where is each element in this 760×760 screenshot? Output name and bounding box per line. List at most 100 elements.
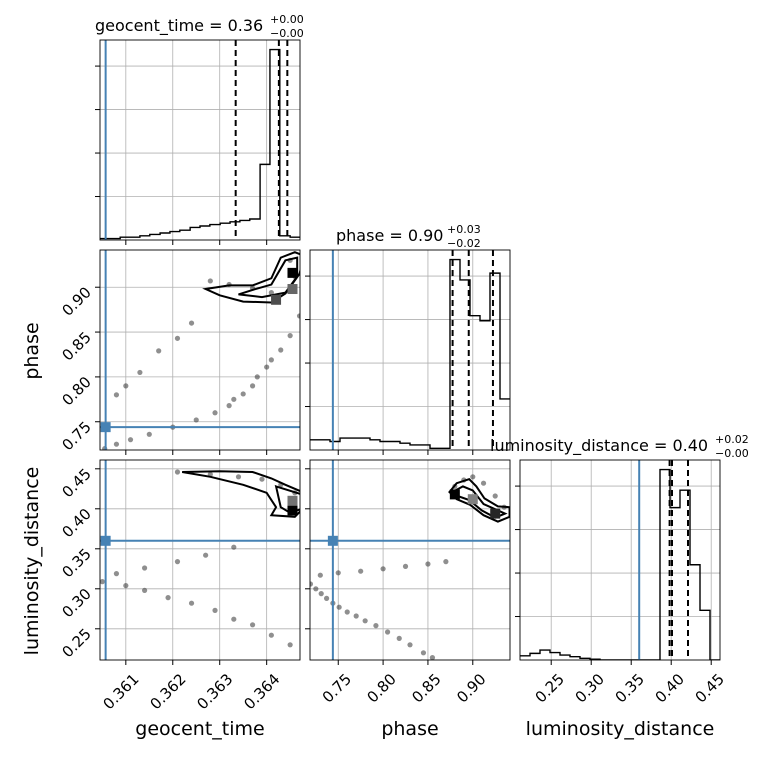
x-tick-label-luminosity_distance-1: 0.30 <box>572 670 608 706</box>
sample-point <box>302 294 307 299</box>
sample-point <box>407 642 413 648</box>
sample-point <box>335 570 341 576</box>
x-tick-label-geocent_time-1: 0.362 <box>146 670 189 713</box>
joint-marks-geocent_time-luminosity_distance <box>100 469 307 660</box>
density-bin <box>287 284 298 295</box>
sample-point <box>137 369 143 376</box>
x-tick-label-phase-3: 0.90 <box>453 670 489 706</box>
sample-point <box>402 563 409 570</box>
sample-point <box>317 572 323 578</box>
sample-point <box>470 474 476 480</box>
density-bin <box>287 495 298 506</box>
sample-point <box>396 635 402 642</box>
frame-hist-luminosity_distance <box>519 459 721 661</box>
density-bin <box>490 508 501 519</box>
frame-phase-luminosity_distance <box>309 459 511 661</box>
contour-level-1 <box>181 470 300 518</box>
sample-point <box>302 655 307 660</box>
frame-geocent_time-phase <box>99 249 301 451</box>
sample-point <box>358 568 364 574</box>
y-tick-label-luminosity_distance-0: 0.25 <box>58 625 94 661</box>
sample-point <box>235 474 242 480</box>
sample-point <box>188 600 195 606</box>
sample-point <box>268 632 274 638</box>
sample-point <box>113 571 120 577</box>
histogram-step-phase <box>310 258 510 449</box>
hist-panel-geocent_time <box>95 39 301 241</box>
x-tick-label-geocent_time-3: 0.364 <box>240 670 283 713</box>
sample-point <box>174 559 181 565</box>
sample-point <box>264 364 270 370</box>
sample-point <box>142 587 148 594</box>
sample-point <box>174 469 181 475</box>
sample-point <box>323 595 330 602</box>
density-bin <box>467 494 478 505</box>
y-tick-label-phase-1: 0.80 <box>58 373 94 409</box>
sample-point <box>127 437 134 443</box>
sample-point <box>302 500 307 505</box>
sample-point <box>212 410 218 416</box>
x-tick-label-luminosity_distance-4: 0.45 <box>692 670 728 706</box>
sample-point <box>249 383 256 389</box>
sample-point <box>165 595 171 601</box>
sample-point <box>156 348 162 354</box>
y-tick-label-phase-0: 0.75 <box>58 418 94 454</box>
title-geocent-time: geocent_time = 0.36 <box>95 16 263 36</box>
truth-marker <box>100 535 111 546</box>
title-luminosity-distance: luminosity_distance = 0.40 <box>490 436 708 456</box>
title-luminosity-distance-sup: +0.02 <box>715 433 749 446</box>
sample-point <box>384 629 391 635</box>
x-axis-label-geocent-time: geocent_time <box>135 718 264 740</box>
sample-point <box>249 622 256 628</box>
sample-point <box>231 616 237 622</box>
x-axis-label-luminosity-distance: luminosity_distance <box>526 718 715 740</box>
y-tick-label-luminosity_distance-3: 0.40 <box>58 505 94 541</box>
truth-marker <box>327 535 338 546</box>
hist-panel-phase <box>305 249 511 451</box>
sample-point <box>100 579 105 585</box>
sample-point <box>240 391 246 397</box>
y-tick-label-phase-3: 0.90 <box>58 283 94 319</box>
sample-point <box>268 357 274 363</box>
sample-point <box>296 313 300 319</box>
sample-point <box>254 374 260 380</box>
sample-point <box>425 561 431 567</box>
sample-point <box>203 552 209 558</box>
y-tick-label-phase-2: 0.85 <box>58 328 94 364</box>
title-phase-sub: −0.02 <box>447 237 481 250</box>
hist-panel-luminosity_distance <box>515 459 721 661</box>
sample-point <box>480 480 487 486</box>
title-phase: phase = 0.90 <box>336 226 443 245</box>
sample-point <box>373 623 379 629</box>
y-tick-label-luminosity_distance-4: 0.45 <box>58 465 94 501</box>
sample-point <box>344 609 350 615</box>
sample-point <box>207 278 213 284</box>
sample-point <box>492 493 498 499</box>
sample-point <box>353 613 359 619</box>
sample-point <box>336 604 342 610</box>
joint-marks-geocent_time-phase <box>102 251 307 450</box>
histogram-step-luminosity_distance <box>520 468 720 660</box>
sample-point <box>420 650 427 656</box>
x-tick-label-phase-0: 0.75 <box>319 670 355 706</box>
sample-point <box>362 618 368 624</box>
contour-level-2 <box>238 256 299 299</box>
sample-point <box>193 417 199 423</box>
panels: 0.361 0.362 0.363 0.364 0.75 0.80 0.85 0.90 0.25… <box>58 39 728 713</box>
title-geocent-time-sub: −0.00 <box>270 27 304 40</box>
sample-point <box>231 544 237 550</box>
sample-point <box>278 347 284 353</box>
y-tick-label-luminosity_distance-1: 0.30 <box>58 585 94 621</box>
x-tick-label-luminosity_distance-2: 0.35 <box>612 670 648 706</box>
joint-panel-geocent_time-phase <box>99 249 307 451</box>
density-bin <box>287 267 298 278</box>
y-tick-label-luminosity_distance-2: 0.35 <box>58 545 94 581</box>
x-tick-label-geocent_time-0: 0.361 <box>100 670 143 713</box>
y-axis-label-phase: phase <box>21 322 43 379</box>
title-geocent-time-sup: +0.00 <box>270 13 304 26</box>
sample-point <box>287 333 293 339</box>
histogram-step-geocent_time <box>100 48 300 240</box>
contour-level-1 <box>202 251 300 304</box>
